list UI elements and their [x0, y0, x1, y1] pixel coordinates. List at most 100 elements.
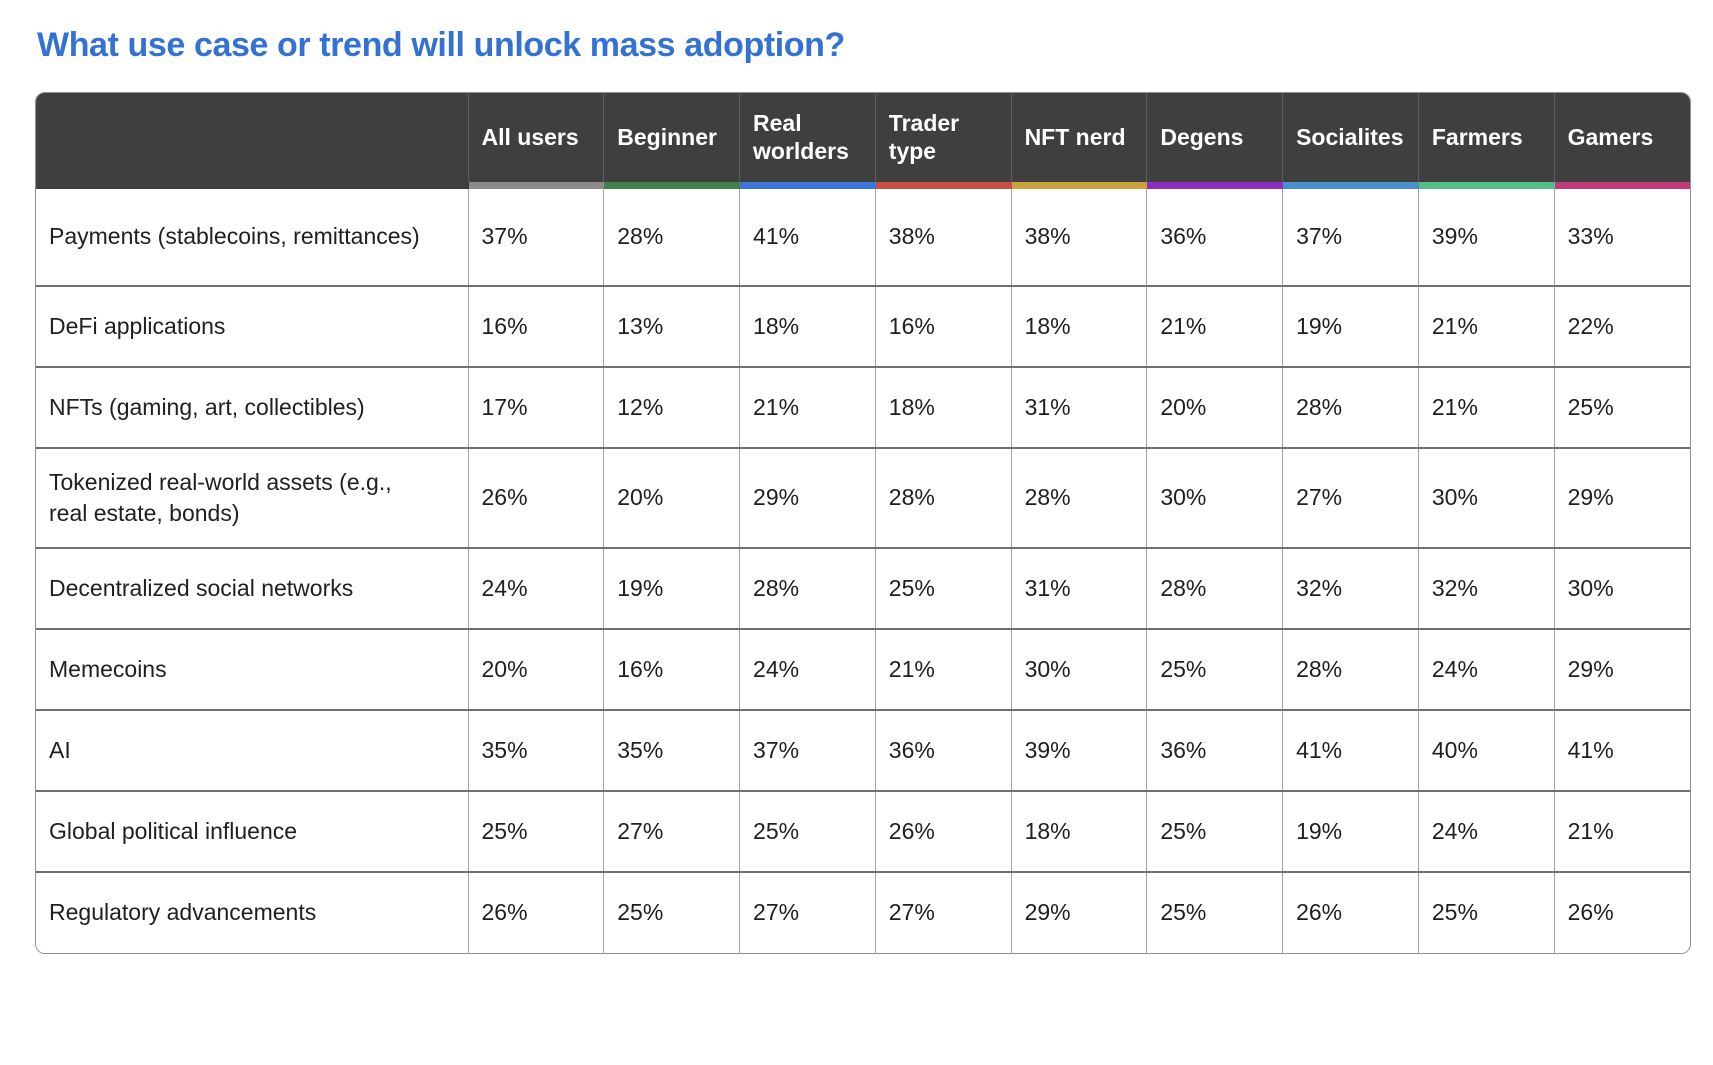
data-cell: 21%	[1553, 790, 1690, 872]
data-cell: 28%	[739, 547, 876, 629]
data-cell: 25%	[1553, 366, 1690, 448]
row-label: NFTs (gaming, art, collectibles)	[36, 366, 468, 448]
data-cell: 28%	[1282, 366, 1419, 448]
data-cell: 27%	[603, 790, 740, 872]
data-cell: 36%	[1146, 709, 1283, 791]
data-cell: 24%	[739, 628, 876, 710]
column-header-degens: Degens	[1146, 93, 1283, 189]
table-row-memecoins: Memecoins 20% 16% 24% 21% 30% 25% 28% 24% 29%	[36, 628, 1690, 710]
data-cell: 26%	[1282, 871, 1419, 953]
data-cell: 22%	[1553, 285, 1690, 367]
column-header-real-worlders: Real worlders	[739, 93, 876, 189]
adoption-table-container: All users Beginner Real worlders Trader typ…	[35, 92, 1691, 954]
table-row-global-political-influence: Global political influence 25% 27% 25% 26% 18…	[36, 790, 1690, 872]
column-header-nft-nerd: NFT nerd	[1010, 93, 1147, 189]
data-cell: 24%	[467, 547, 604, 629]
column-header-farmers: Farmers	[1417, 93, 1555, 189]
data-cell: 29%	[739, 447, 876, 548]
data-cell: 37%	[467, 184, 604, 286]
data-cell: 29%	[1553, 447, 1690, 548]
data-cell: 21%	[1417, 366, 1555, 448]
page: What use case or trend will unlock mass …	[35, 26, 1691, 954]
data-cell: 17%	[467, 366, 604, 448]
data-cell: 21%	[1417, 285, 1555, 367]
row-label: Global political influence	[36, 790, 468, 872]
data-cell: 41%	[1282, 709, 1419, 791]
data-cell: 30%	[1146, 447, 1283, 548]
data-cell: 28%	[1282, 628, 1419, 710]
data-cell: 21%	[739, 366, 876, 448]
data-cell: 18%	[1010, 285, 1147, 367]
table-row-ai: AI 35% 35% 37% 36% 39% 36% 41% 40% 41%	[36, 709, 1690, 791]
column-header-gamers: Gamers	[1553, 93, 1690, 189]
column-header-all-users: All users	[467, 93, 604, 189]
data-cell: 26%	[467, 871, 604, 953]
data-cell: 31%	[1010, 366, 1147, 448]
row-label: DeFi applications	[36, 285, 468, 367]
data-cell: 27%	[874, 871, 1012, 953]
data-cell: 28%	[1010, 447, 1147, 548]
data-cell: 25%	[1146, 871, 1283, 953]
corner-cell	[36, 93, 468, 189]
table-row-regulatory-advancements: Regulatory advancements 26% 25% 27% 27% 29% 25…	[36, 871, 1690, 953]
data-cell: 20%	[1146, 366, 1283, 448]
data-cell: 27%	[1282, 447, 1419, 548]
table-row-defi-applications: DeFi applications 16% 13% 18% 16% 18% 21% 19% 21…	[36, 285, 1690, 367]
data-cell: 18%	[739, 285, 876, 367]
data-cell: 28%	[603, 184, 740, 286]
data-cell: 21%	[1146, 285, 1283, 367]
data-cell: 36%	[874, 709, 1012, 791]
data-cell: 26%	[874, 790, 1012, 872]
data-cell: 16%	[467, 285, 604, 367]
data-cell: 36%	[1146, 184, 1283, 286]
data-cell: 31%	[1010, 547, 1147, 629]
data-cell: 35%	[467, 709, 604, 791]
data-cell: 39%	[1010, 709, 1147, 791]
data-cell: 27%	[739, 871, 876, 953]
data-cell: 18%	[1010, 790, 1147, 872]
data-cell: 25%	[1146, 790, 1283, 872]
data-cell: 29%	[1010, 871, 1147, 953]
row-label: Payments (stablecoins, remittances)	[36, 184, 468, 286]
data-cell: 25%	[874, 547, 1012, 629]
data-cell: 38%	[874, 184, 1012, 286]
column-header-socialites: Socialites	[1282, 93, 1419, 189]
table-row-payments-stablecoins-remittances: Payments (stablecoins, remittances) 37% 28…	[36, 184, 1690, 286]
data-cell: 26%	[1553, 871, 1690, 953]
column-header-trader-type: Trader type	[874, 93, 1012, 189]
data-cell: 25%	[467, 790, 604, 872]
table-row-nfts-gaming-art-collectibles: NFTs (gaming, art, collectibles) 17% 12% 21…	[36, 366, 1690, 448]
data-cell: 12%	[603, 366, 740, 448]
data-cell: 35%	[603, 709, 740, 791]
data-cell: 25%	[603, 871, 740, 953]
data-cell: 28%	[1146, 547, 1283, 629]
table-row-tokenized-real-world-assets-e-g-real-estate-bonds: Tokenized real-world assets (e.g., real …	[36, 447, 1690, 548]
adoption-table: All users Beginner Real worlders Trader typ…	[36, 93, 1690, 953]
data-cell: 37%	[1282, 184, 1419, 286]
data-cell: 41%	[1553, 709, 1690, 791]
page-title: What use case or trend will unlock mass …	[37, 26, 845, 64]
data-cell: 19%	[1282, 285, 1419, 367]
row-label: Tokenized real-world assets (e.g., real …	[36, 447, 468, 548]
data-cell: 38%	[1010, 184, 1147, 286]
data-cell: 25%	[1417, 871, 1555, 953]
data-cell: 16%	[603, 628, 740, 710]
data-cell: 19%	[1282, 790, 1419, 872]
data-cell: 20%	[467, 628, 604, 710]
row-label: Decentralized social networks	[36, 547, 468, 629]
data-cell: 21%	[874, 628, 1012, 710]
data-cell: 20%	[603, 447, 740, 548]
data-cell: 33%	[1553, 184, 1690, 286]
data-cell: 16%	[874, 285, 1012, 367]
table-body: Payments (stablecoins, remittances) 37% 28…	[36, 184, 1690, 953]
row-label: Memecoins	[36, 628, 468, 710]
data-cell: 40%	[1417, 709, 1555, 791]
row-label: AI	[36, 709, 468, 791]
column-header-beginner: Beginner	[603, 93, 740, 189]
data-cell: 26%	[467, 447, 604, 548]
data-cell: 41%	[739, 184, 876, 286]
data-cell: 24%	[1417, 790, 1555, 872]
table-header-row: All users Beginner Real worlders Trader typ…	[36, 93, 1690, 189]
data-cell: 19%	[603, 547, 740, 629]
data-cell: 28%	[874, 447, 1012, 548]
